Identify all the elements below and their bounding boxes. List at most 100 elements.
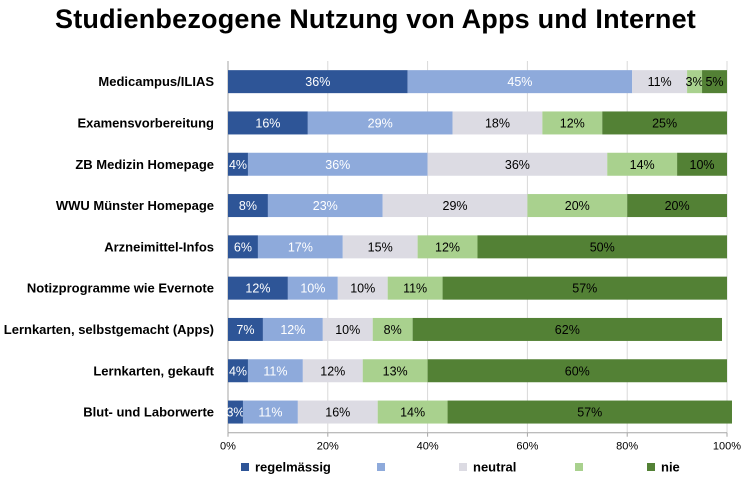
bar-segment xyxy=(377,400,448,424)
bar-segment xyxy=(342,235,418,259)
bar-segment xyxy=(302,359,363,383)
data-label: 11% xyxy=(258,406,282,420)
legend-label: neutral xyxy=(473,460,516,475)
data-label: 12% xyxy=(245,282,270,296)
data-label: 17% xyxy=(288,240,313,254)
bar-segment xyxy=(228,152,248,176)
data-label: 11% xyxy=(263,364,287,378)
data-label: 8% xyxy=(239,199,257,213)
data-label: 12% xyxy=(320,364,345,378)
category-label: Medicampus/ILIAS xyxy=(98,74,214,89)
category-label: Examensvorbereitung xyxy=(77,115,214,130)
data-label: 8% xyxy=(384,323,402,337)
category-label: WWU Münster Homepage xyxy=(56,198,214,213)
bar-segment xyxy=(297,400,378,424)
data-label: 29% xyxy=(368,116,393,130)
bar-segment xyxy=(228,111,308,135)
bar-segment xyxy=(387,276,443,300)
bar-segment xyxy=(228,359,248,383)
bar-segment xyxy=(607,152,678,176)
data-label: 36% xyxy=(305,75,330,89)
x-tick-label: 20% xyxy=(317,441,339,453)
bar-segment xyxy=(337,276,388,300)
data-label: 50% xyxy=(590,240,615,254)
data-label: 11% xyxy=(648,75,672,89)
x-tick-label: 60% xyxy=(516,441,538,453)
bar-segment xyxy=(228,70,408,94)
data-label: 3% xyxy=(226,406,244,420)
bar-segment xyxy=(242,400,298,424)
data-label: 12% xyxy=(560,116,585,130)
category-label: Arzneimittel-Infos xyxy=(104,239,214,254)
x-tick-label: 40% xyxy=(417,441,439,453)
bar-segment xyxy=(417,235,478,259)
data-label: 14% xyxy=(630,158,655,172)
data-label: 36% xyxy=(325,158,350,172)
bar-segment xyxy=(257,235,343,259)
bar-segment xyxy=(627,194,727,218)
bar-segment xyxy=(247,359,303,383)
data-label: 20% xyxy=(565,199,590,213)
legend-label: nie xyxy=(661,460,680,475)
data-label: 23% xyxy=(313,199,338,213)
bar-segment xyxy=(527,194,628,218)
bar-segment xyxy=(228,317,263,341)
x-tick-label: 100% xyxy=(713,441,741,453)
data-label: 57% xyxy=(577,406,602,420)
bar-segment xyxy=(427,152,608,176)
bar-segment xyxy=(632,70,688,94)
bar-segment xyxy=(602,111,727,135)
data-label: 15% xyxy=(368,240,393,254)
bar-segment xyxy=(677,152,727,176)
bar-segment xyxy=(452,111,543,135)
category-label: Blut- und Laborwerte xyxy=(83,405,214,420)
bar-segment xyxy=(412,317,723,341)
bar-segment xyxy=(687,70,703,94)
category-label: ZB Medizin Homepage xyxy=(75,157,214,172)
legend-swatch xyxy=(575,463,583,471)
bar-segment xyxy=(542,111,603,135)
legend-swatch xyxy=(377,463,385,471)
bar-segment xyxy=(262,317,323,341)
bar-segment xyxy=(247,152,428,176)
bar-segment xyxy=(702,70,727,94)
bar-segment xyxy=(228,400,243,424)
data-label: 16% xyxy=(325,406,350,420)
legend-label: regelmässig xyxy=(255,460,331,475)
category-label: Lernkarten, selbstgemacht (Apps) xyxy=(4,322,214,337)
data-label: 7% xyxy=(236,323,254,337)
legend-swatch xyxy=(647,463,655,471)
x-tick-label: 0% xyxy=(220,441,236,453)
bar-segment xyxy=(322,317,373,341)
data-label: 36% xyxy=(505,158,530,172)
data-label: 10% xyxy=(350,282,375,296)
bar-segment xyxy=(267,194,383,218)
data-label: 45% xyxy=(507,75,532,89)
chart-title: Studienbezogene Nutzung von Apps und Int… xyxy=(55,4,696,34)
data-label: 13% xyxy=(383,364,408,378)
bar-segment xyxy=(372,317,413,341)
bar-segment xyxy=(228,276,288,300)
data-label: 6% xyxy=(234,240,252,254)
data-label: 12% xyxy=(280,323,305,337)
bar-segment xyxy=(287,276,338,300)
data-label: 4% xyxy=(229,158,247,172)
data-label: 14% xyxy=(400,406,425,420)
bar-segment xyxy=(407,70,633,94)
bar-segment xyxy=(477,235,727,259)
data-label: 5% xyxy=(705,75,723,89)
bar-segment xyxy=(427,359,727,383)
legend-swatch xyxy=(459,463,467,471)
data-label: 57% xyxy=(572,282,597,296)
data-label: 10% xyxy=(300,282,325,296)
category-label: Notizprogramme wie Evernote xyxy=(27,281,214,296)
x-tick-label: 80% xyxy=(616,441,638,453)
data-label: 16% xyxy=(255,116,280,130)
data-label: 10% xyxy=(335,323,360,337)
data-label: 62% xyxy=(555,323,580,337)
bar-segment xyxy=(362,359,428,383)
data-label: 3% xyxy=(686,75,704,89)
bar-segment xyxy=(447,400,732,424)
data-label: 10% xyxy=(690,158,715,172)
